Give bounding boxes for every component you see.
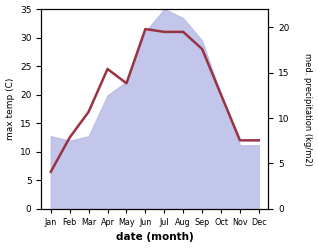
Y-axis label: med. precipitation (kg/m2): med. precipitation (kg/m2) (303, 53, 313, 165)
X-axis label: date (month): date (month) (116, 232, 194, 243)
Y-axis label: max temp (C): max temp (C) (5, 78, 15, 140)
